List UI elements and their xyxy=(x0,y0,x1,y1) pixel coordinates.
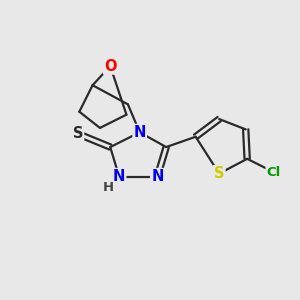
Text: S: S xyxy=(73,126,83,141)
Text: S: S xyxy=(214,166,224,181)
Text: O: O xyxy=(104,58,116,74)
Text: N: N xyxy=(134,125,146,140)
Text: N: N xyxy=(113,169,125,184)
Text: H: H xyxy=(103,181,114,194)
Text: Cl: Cl xyxy=(266,166,281,178)
Text: N: N xyxy=(151,169,164,184)
